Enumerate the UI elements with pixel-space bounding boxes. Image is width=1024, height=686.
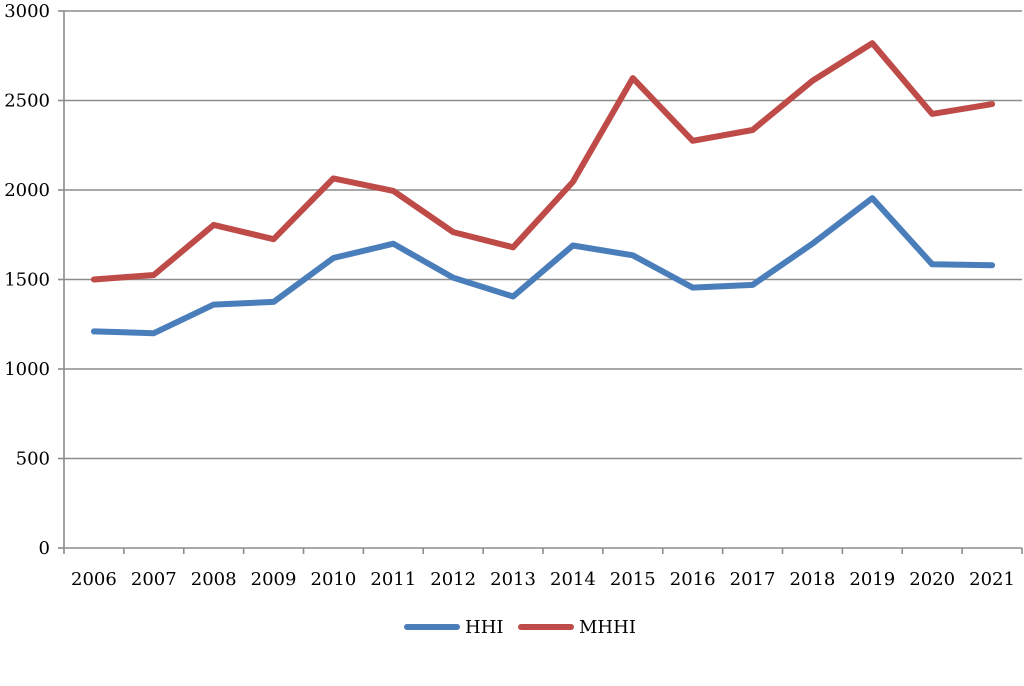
x-tick-label: 2014 bbox=[550, 569, 596, 590]
series-line-hhi bbox=[90, 195, 996, 337]
x-tick-label: 2006 bbox=[71, 569, 117, 590]
y-tick-label: 1500 bbox=[4, 270, 50, 291]
x-tick-label: 2015 bbox=[610, 569, 656, 590]
y-tick-label: 0 bbox=[39, 538, 50, 559]
legend-label-hhi: HHI bbox=[465, 617, 504, 638]
y-tick-label: 500 bbox=[16, 449, 50, 470]
x-tick-label: 2021 bbox=[969, 569, 1015, 590]
x-tick-label: 2007 bbox=[131, 569, 177, 590]
y-tick-label: 3000 bbox=[4, 1, 50, 22]
x-tick-label: 2011 bbox=[370, 569, 416, 590]
x-tick-label: 2009 bbox=[251, 569, 297, 590]
x-axis-ticks: 2006 2007 2008 2009 2010 2011 2012 2013 2014 2015… bbox=[63, 548, 1023, 590]
x-tick-label: 2016 bbox=[670, 569, 716, 590]
y-tick-label: 2500 bbox=[4, 91, 50, 112]
x-tick-label: 2019 bbox=[849, 569, 895, 590]
legend: HHI MHHI bbox=[404, 617, 636, 638]
x-tick-label: 2017 bbox=[730, 569, 776, 590]
x-tick-label: 2020 bbox=[909, 569, 955, 590]
x-tick-label: 2010 bbox=[311, 569, 357, 590]
y-tick-label: 1000 bbox=[4, 359, 50, 380]
series-lines bbox=[90, 40, 996, 337]
x-tick-label: 2008 bbox=[191, 569, 237, 590]
series-line-mhhi bbox=[90, 40, 996, 283]
y-axis-ticks: 0 500 1000 1500 2000 2500 3000 bbox=[4, 1, 64, 559]
gridlines bbox=[64, 10, 1022, 460]
y-tick-label: 2000 bbox=[4, 180, 50, 201]
legend-label-mhhi: MHHI bbox=[579, 617, 636, 638]
x-tick-label: 2012 bbox=[430, 569, 476, 590]
x-tick-label: 2013 bbox=[490, 569, 536, 590]
x-tick-label: 2018 bbox=[790, 569, 836, 590]
